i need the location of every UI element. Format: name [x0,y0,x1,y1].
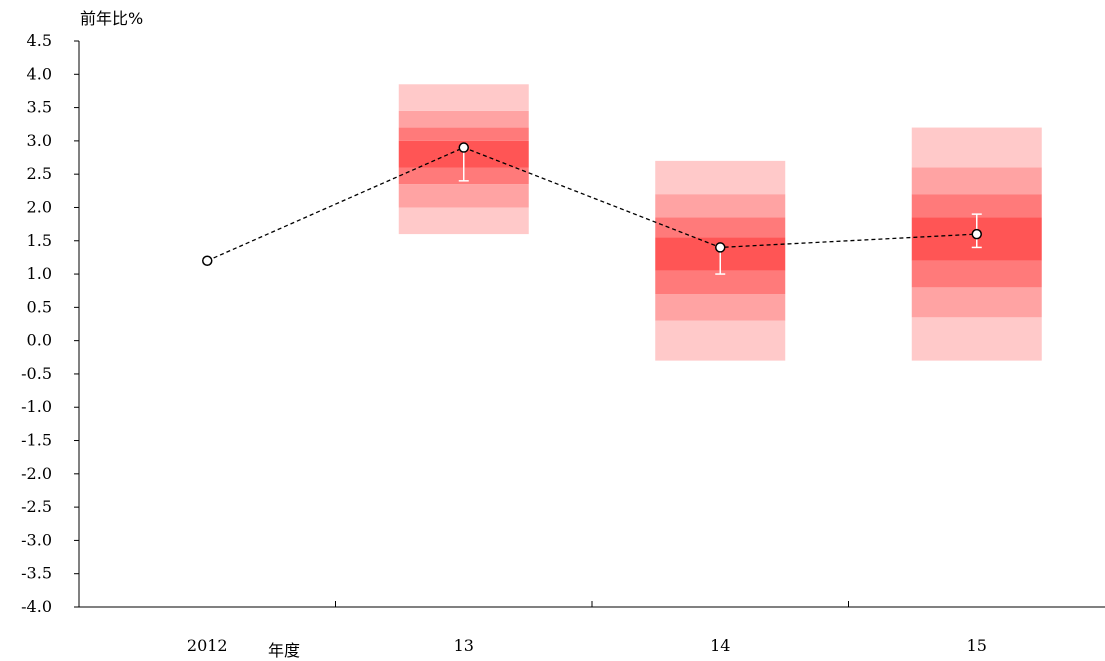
x-tick-label: 15 [967,636,987,655]
y-tick-label: -2.5 [21,497,52,516]
data-point-15 [971,228,982,240]
y-tick-label: -1.5 [21,431,52,450]
y-tick-label: 2.5 [27,164,52,183]
fan-band-14-2 [655,270,786,295]
series-line [206,146,977,262]
y-tick-label: 0.0 [27,331,52,350]
x-tick-label: 2012 [187,636,228,655]
fan-band-13-6 [398,84,529,111]
fan-band-13-4 [398,127,529,141]
series-polyline [206,146,977,262]
y-ticks: 4.5 4.0 3.5 3.0 2.5 2.0 1.5 1.0 0.5 0.0 -0.5 -1.0 -1… [21,31,79,616]
fan-band-14-1 [655,294,786,321]
fan-band-14-5 [655,194,786,218]
y-tick-label: 3.5 [27,98,52,117]
x-ticks: 2012 13 14 15 [187,601,987,655]
fan-band-15-2 [911,260,1042,288]
y-tick-label: -3.0 [21,530,52,549]
x-tick-label: 14 [710,636,730,655]
y-tick-label: -4.0 [21,597,52,616]
y-tick-label: 3.0 [27,131,52,150]
y-tick-label: 0.5 [27,297,52,316]
fan-bands [398,84,1042,361]
fan-band-15-5 [911,167,1042,195]
fan-band-15-1 [911,287,1042,318]
fan-band-15-6 [911,127,1042,168]
series-points [202,142,982,266]
y-tick-label: -2.0 [21,464,52,483]
y-tick-label: -3.5 [21,564,52,583]
y-tick-label: 2.0 [27,197,52,216]
data-point-2012 [202,255,213,266]
fan-band-13-1 [398,184,529,208]
fan-band-14-4 [655,217,786,238]
fan-band-15-0 [911,317,1042,361]
fan-band-13-0 [398,207,529,235]
x-axis-label: 年度 [268,641,300,660]
y-tick-label: -0.5 [21,364,52,383]
y-tick-label: 4.0 [27,64,52,83]
y-tick-label: 1.5 [27,231,52,250]
fan-band-15-4 [911,194,1042,218]
y-axis-label: 前年比% [80,9,143,28]
x-tick-label: 13 [454,636,474,655]
y-tick-label: 4.5 [27,31,52,50]
fan-band-13-5 [398,110,529,128]
fan-band-14-6 [655,160,786,195]
y-tick-label: 1.0 [27,264,52,283]
data-point-13 [458,142,469,153]
data-point-14 [715,242,726,253]
fan-band-14-0 [655,320,786,361]
y-tick-label: -1.0 [21,397,52,416]
